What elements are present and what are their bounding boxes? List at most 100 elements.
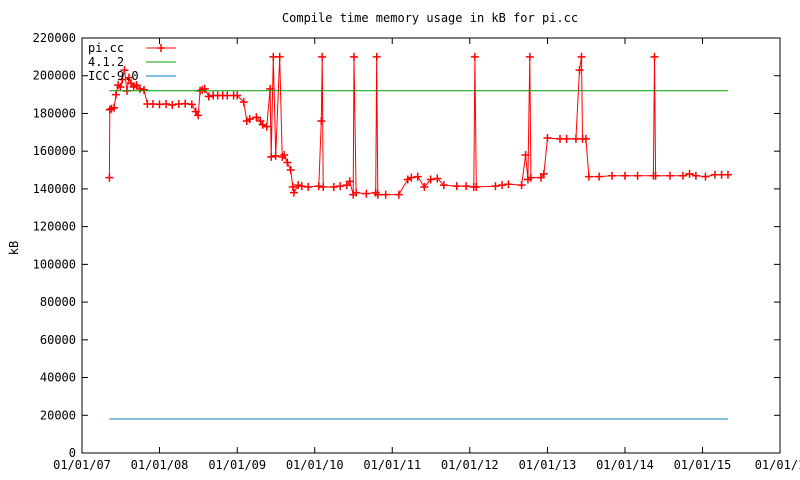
y-tick-label: 160000 [33,144,76,158]
data-point [187,100,196,109]
y-tick-label: 220000 [33,31,76,45]
data-point [420,183,429,192]
data-point [543,133,552,142]
data-point [116,83,125,92]
y-tick-label: 60000 [40,333,76,347]
data-point [233,91,242,100]
legend-label: pi.cc [88,41,124,55]
data-point [394,190,403,199]
data-point [317,117,326,125]
data-point [517,181,526,190]
y-tick-label: 40000 [40,371,76,385]
data-point [526,173,535,182]
y-tick-label: 20000 [40,408,76,422]
data-point [498,181,507,190]
data-point [105,173,114,182]
y-axis-label: kB [7,241,21,255]
series-layer [105,52,732,420]
data-point [651,171,660,180]
data-point [723,170,732,179]
data-point [336,182,345,191]
legend-marker [157,44,165,52]
data-point [245,115,254,124]
data-point [314,182,323,191]
data-point [426,175,435,184]
y-tick-label: 80000 [40,295,76,309]
y-tick-label: 140000 [33,182,76,196]
legend-label: 4.1.2 [88,55,124,69]
data-point [140,85,149,94]
y-tick-label: 180000 [33,106,76,120]
x-tick-label: 01/01/1 [755,458,800,472]
data-point [111,90,120,99]
data-point [124,73,133,82]
data-point [633,171,642,180]
data-point [120,66,129,75]
data-point [362,189,371,198]
data-point [118,75,127,84]
x-tick-label: 01/01/15 [674,458,732,472]
data-point [381,190,390,199]
data-point [194,111,203,120]
data-point [294,181,303,190]
data-point [491,182,500,191]
data-point [283,158,292,167]
data-point [584,172,593,181]
data-point [577,52,586,61]
data-point [691,171,700,180]
y-tick-label: 200000 [33,69,76,83]
data-point [135,84,144,93]
data-point [329,183,338,192]
data-point [258,120,267,129]
data-point [413,172,422,181]
data-point [304,183,313,192]
x-tick-label: 01/01/13 [519,458,577,472]
x-tick-label: 01/01/09 [208,458,266,472]
data-point [581,134,590,143]
data-point [562,134,571,143]
data-point [472,183,481,192]
x-tick-label: 01/01/08 [131,458,189,472]
data-point [433,174,442,183]
data-point [271,151,280,160]
data-point [319,183,328,192]
data-point [470,52,479,61]
data-point [525,52,534,61]
plot-frame [81,37,781,454]
data-point [162,100,171,109]
data-point [288,183,297,192]
data-point [504,180,513,189]
data-point [403,175,412,184]
data-point [407,173,416,182]
data-point [608,171,617,180]
legend-label: ICC-9.0 [88,69,139,83]
data-point [666,171,675,180]
data-point [678,171,687,180]
data-point [181,99,190,108]
data-point [200,84,209,93]
data-point [262,122,271,131]
x-tick-label: 01/01/14 [596,458,654,472]
x-tick-label: 01/01/07 [53,458,111,472]
data-point [650,52,659,61]
data-point [620,171,629,180]
y-tick-label: 0 [69,446,76,460]
data-point [204,92,213,101]
data-point [595,172,604,181]
y-tick-label: 120000 [33,220,76,234]
x-tick-label: 01/01/11 [363,458,421,472]
data-point [685,169,694,178]
x-axis-ticks: 01/01/07 01/01/08 01/01/09 01/01/1 0 01/01/11… [53,38,800,472]
data-point [168,100,177,109]
data-point [701,172,710,181]
data-point [286,166,295,175]
data-point [278,152,287,161]
x-tick-label: 01/01/12 [441,458,499,472]
data-point [297,182,306,191]
data-point [462,182,471,191]
data-point [275,52,284,61]
data-point [373,190,382,199]
chart-title: Compile time memory usage in kB for pi.c… [282,11,578,25]
